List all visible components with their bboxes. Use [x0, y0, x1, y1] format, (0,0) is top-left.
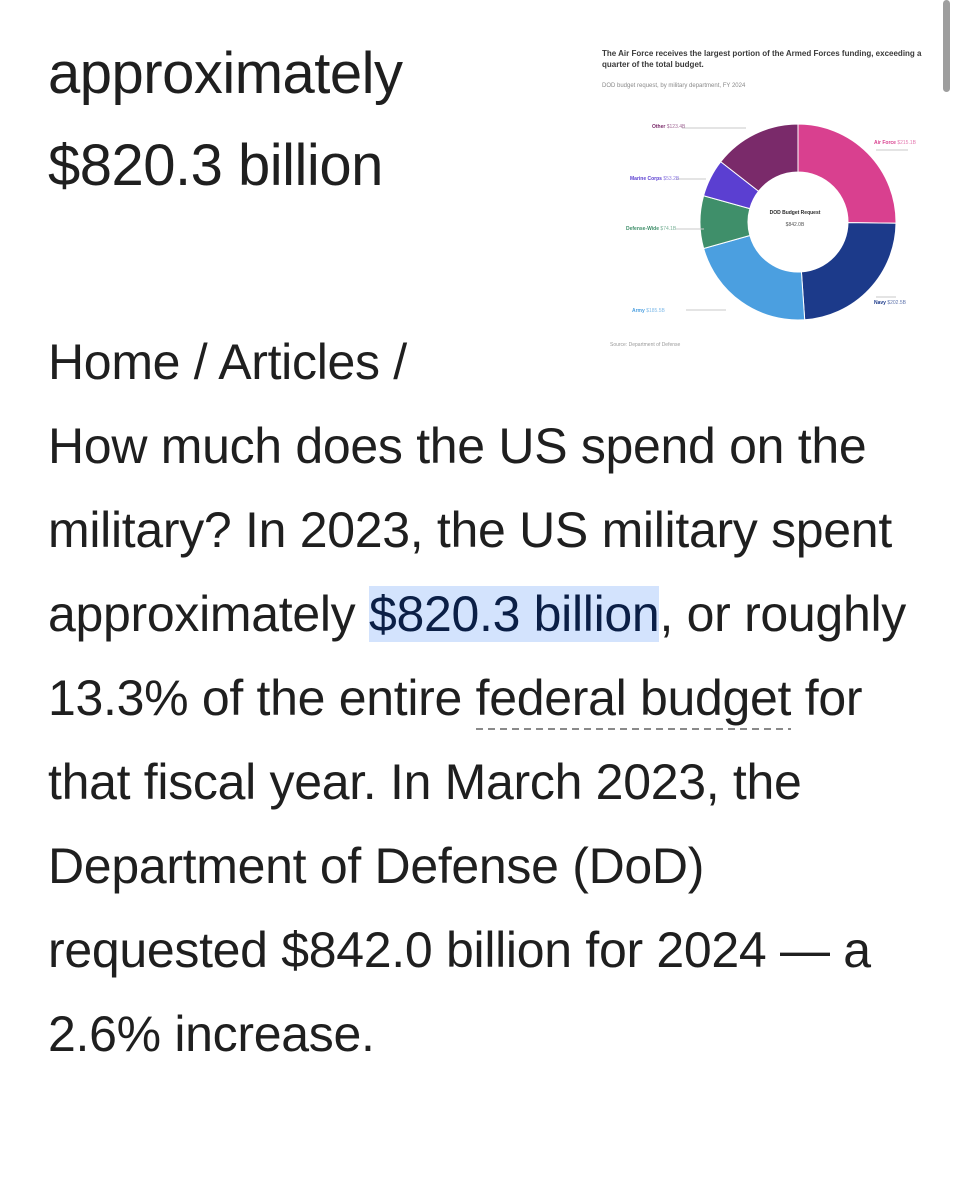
slice-label-defense-wide: Defense-Wide $74.1B	[626, 226, 677, 232]
thumbnail-source: Source: Department of Defense	[610, 342, 681, 348]
slice-label-air-force: Air Force $215.1B	[874, 140, 916, 146]
donut-slice-army	[703, 234, 806, 321]
answer-title: approximately $820.3 billion	[48, 28, 568, 212]
chart-thumbnail[interactable]: The Air Force receives the largest porti…	[596, 42, 926, 362]
snippet-text-end: for that fiscal year. In March 2023, the…	[48, 670, 871, 1062]
slice-label-navy: Navy $202.5B	[874, 300, 906, 306]
slice-label-other: Other $123.4B	[652, 124, 686, 130]
slice-label-marine-corps: Marine Corps $53.2B	[630, 176, 680, 182]
donut-center-value: $842.0B	[785, 222, 805, 228]
slice-label-army: Army $185.5B	[632, 308, 665, 314]
federal-budget-link[interactable]: federal budget	[475, 670, 791, 732]
donut-slice-navy	[800, 222, 897, 321]
donut-chart	[676, 123, 908, 321]
snippet-text-mid: , or roughly 13.3% of the entire	[48, 586, 906, 726]
donut-slice-air-force	[797, 123, 897, 224]
donut-center-label: DOD Budget Request	[769, 210, 821, 216]
article-snippet: Home / Articles / How much does the US s…	[48, 320, 928, 1076]
answer-line-2: $820.3 billion	[48, 133, 383, 198]
snippet-text-start: How much does the US spend on the milita…	[48, 418, 892, 642]
highlighted-answer: $820.3 billion	[368, 586, 660, 642]
answer-line-1: approximately	[48, 41, 403, 106]
donut-slice-other	[720, 123, 799, 192]
breadcrumb[interactable]: Home / Articles /	[48, 334, 407, 390]
thumbnail-title: The Air Force receives the largest porti…	[602, 49, 922, 69]
thumbnail-subtitle: DOD budget request, by military departme…	[602, 83, 746, 89]
scrollbar[interactable]	[943, 0, 950, 92]
